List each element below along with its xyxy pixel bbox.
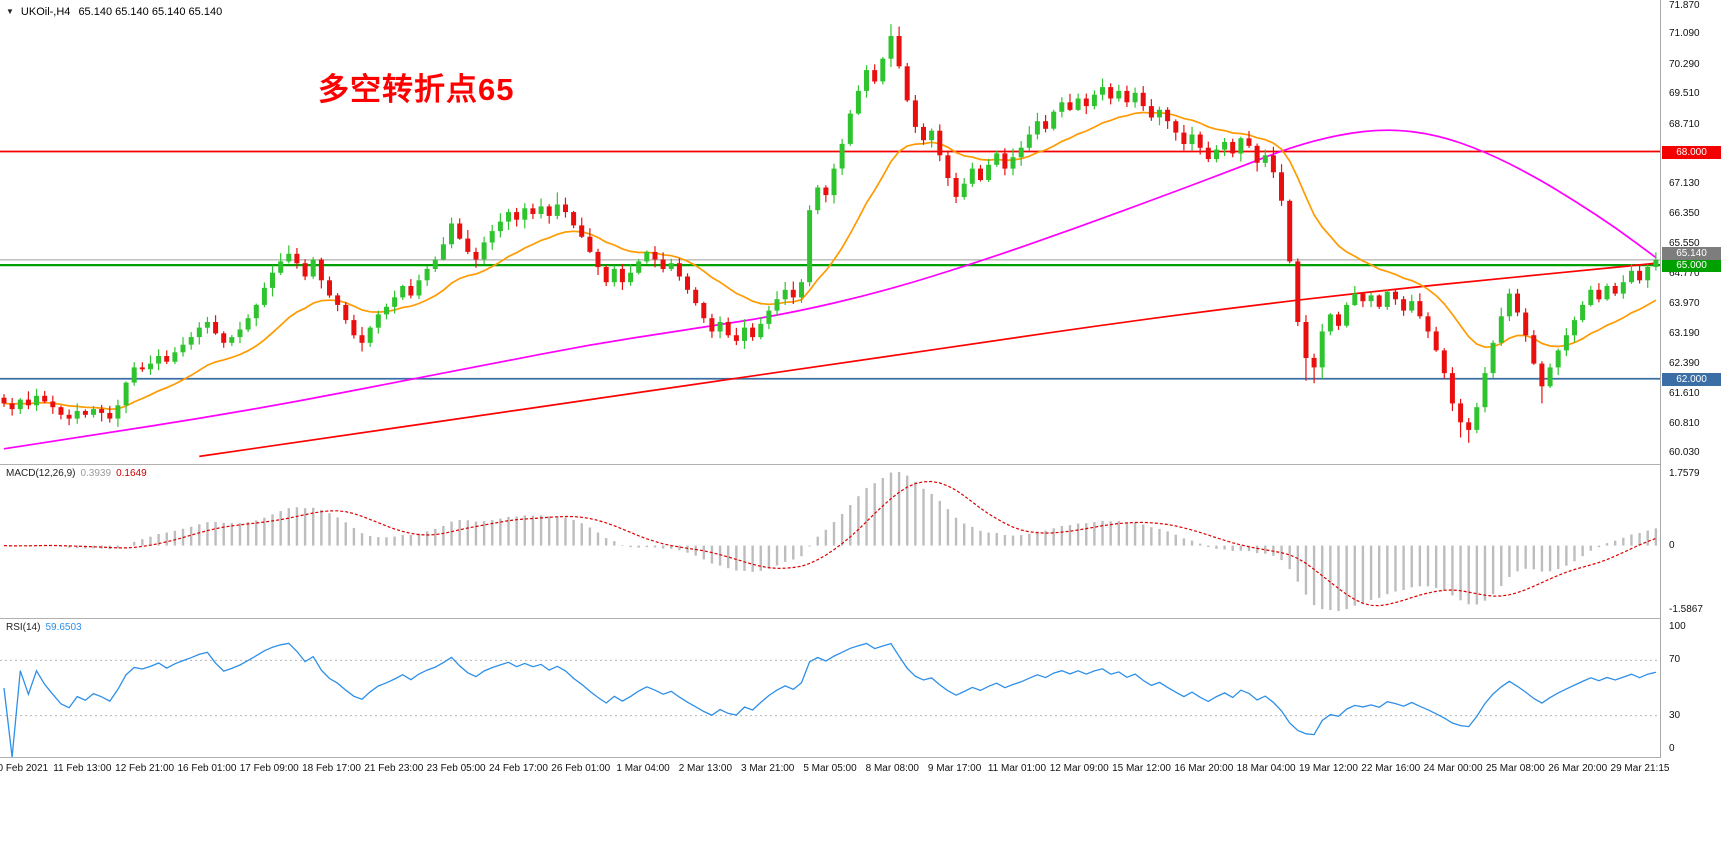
price-axis-label: 67.130: [1669, 178, 1700, 190]
rsi-axis-label: 70: [1669, 654, 1681, 666]
time-axis-label: 29 Mar 21:15: [1610, 763, 1670, 774]
time-axis-label: 2 Mar 13:00: [678, 763, 733, 774]
time-axis-label: 22 Mar 16:00: [1361, 763, 1421, 774]
rsi-axis-label: 100: [1669, 621, 1686, 632]
time-axis-label: 24 Feb 17:00: [488, 763, 548, 774]
time-axis-label: 8 Mar 08:00: [865, 763, 919, 774]
price-axis-label: 69.510: [1669, 88, 1700, 100]
panel-separator[interactable]: [0, 464, 1723, 465]
annotation-text: 多空转折点65: [318, 72, 515, 107]
price-axis-label: 64.770: [1669, 267, 1700, 279]
time-axis-label: 3 Mar 21:00: [741, 763, 795, 774]
moving-averages: [3, 111, 1657, 458]
time-axis-label: 21 Feb 23:00: [364, 763, 424, 774]
rsi-axis-label: 0: [1669, 743, 1675, 754]
time-axis-label: 12 Feb 21:00: [115, 763, 175, 774]
candlestick-chart: [0, 24, 1660, 458]
price-chart-panel[interactable]: ▼ UKOil-,H4 65.140 65.140 65.140 65.140 多空…: [0, 0, 1660, 464]
candlestick-series: [1, 24, 1659, 443]
time-axis-label: 26 Mar 20:00: [1548, 763, 1608, 774]
ma-fast-line: [3, 111, 1657, 411]
current-price-badge: 65.140: [1662, 246, 1721, 260]
time-axis-label: 15 Mar 12:00: [1112, 763, 1171, 774]
rsi-value: 59.6503: [45, 622, 82, 633]
macd-panel[interactable]: MACD(12,26,9) 0.3939 0.1649: [0, 465, 1660, 618]
time-axis-label: 5 Mar 05:00: [803, 763, 857, 774]
time-axis-label: 23 Feb 05:00: [426, 763, 486, 774]
level-price-badge: 68.000: [1662, 145, 1721, 159]
rsi-label: RSI(14) 59.6503: [6, 622, 87, 633]
time-axis-label: 25 Mar 08:00: [1485, 763, 1545, 774]
rsi-name: RSI(14): [6, 622, 41, 633]
macd-axis-max-label: 1.7579: [1669, 468, 1700, 479]
time-axis-label: 16 Mar 20:00: [1174, 763, 1234, 774]
panel-separator[interactable]: [0, 618, 1723, 619]
ma-slow-line: [199, 262, 1656, 458]
price-axis[interactable]: 71.870 71.090 70.290 69.510 68.710 67.130 66.3…: [1660, 0, 1723, 758]
price-axis-label: 71.870: [1669, 0, 1700, 11]
price-axis-label: 63.970: [1669, 298, 1700, 310]
level-price-badge: 65.000: [1662, 259, 1721, 273]
macd-histogram: [10, 472, 1658, 611]
time-axis-label: 17 Feb 09:00: [239, 763, 299, 774]
level-price-badge: 62.000: [1662, 372, 1721, 386]
time-axis-label: 18 Mar 04:00: [1236, 763, 1296, 774]
rsi-line: [3, 642, 1657, 757]
symbol-ohlc-label: ▼ UKOil-,H4 65.140 65.140 65.140 65.140: [6, 6, 222, 18]
time-axis-label: 10 Feb 2021: [0, 763, 49, 774]
price-axis-label: 71.090: [1669, 28, 1700, 40]
macd-label: MACD(12,26,9) 0.3939 0.1649: [6, 468, 152, 479]
time-axis-label: 11 Mar 01:00: [987, 763, 1047, 774]
level-lines: [0, 150, 1660, 380]
macd-axis-min-label: -1.5867: [1669, 604, 1703, 615]
price-axis-label: 62.390: [1669, 358, 1700, 369]
rsi-panel[interactable]: RSI(14) 59.6503: [0, 619, 1660, 757]
price-axis-label: 60.030: [1669, 447, 1700, 459]
price-axis-label: 66.350: [1669, 208, 1700, 219]
time-axis-label: 9 Mar 17:00: [927, 763, 982, 774]
price-axis-label: 63.190: [1669, 327, 1700, 339]
time-axis-label: 26 Feb 01:00: [551, 763, 611, 774]
price-axis-label: 68.710: [1669, 118, 1700, 130]
price-axis-label: 70.290: [1669, 58, 1700, 70]
time-axis-label: 1 Mar 04:00: [616, 763, 670, 774]
macd-chart: [3, 472, 1658, 611]
ohlc-values: 65.140 65.140 65.140 65.140: [78, 6, 223, 18]
symbol-name: UKOil-,H4: [20, 6, 71, 18]
ma-mid-line: [3, 129, 1657, 450]
macd-signal-line: [3, 480, 1657, 607]
time-axis-label: 24 Mar 00:00: [1423, 763, 1483, 774]
panel-separator[interactable]: [0, 757, 1723, 758]
macd-value-main: 0.3939: [80, 468, 112, 479]
price-axis-label: 61.610: [1669, 387, 1700, 399]
time-axis-label: 18 Feb 17:00: [302, 763, 361, 774]
macd-name: MACD(12,26,9): [6, 468, 76, 479]
price-axis-label: 60.810: [1669, 417, 1700, 429]
rsi-chart: [0, 642, 1660, 757]
time-axis-label: 11 Feb 13:00: [53, 763, 112, 774]
macd-axis-zero-label: 0: [1669, 539, 1675, 551]
chart-dropdown-icon[interactable]: ▼: [6, 7, 14, 16]
rsi-axis-label: 30: [1669, 709, 1681, 721]
price-axis-label: 65.550: [1669, 238, 1700, 250]
time-axis-label: 12 Mar 09:00: [1049, 763, 1109, 774]
time-axis-label: 19 Mar 12:00: [1298, 763, 1358, 774]
time-axis-label: 16 Feb 01:00: [177, 763, 237, 774]
macd-value-signal: 0.1649: [116, 468, 147, 479]
